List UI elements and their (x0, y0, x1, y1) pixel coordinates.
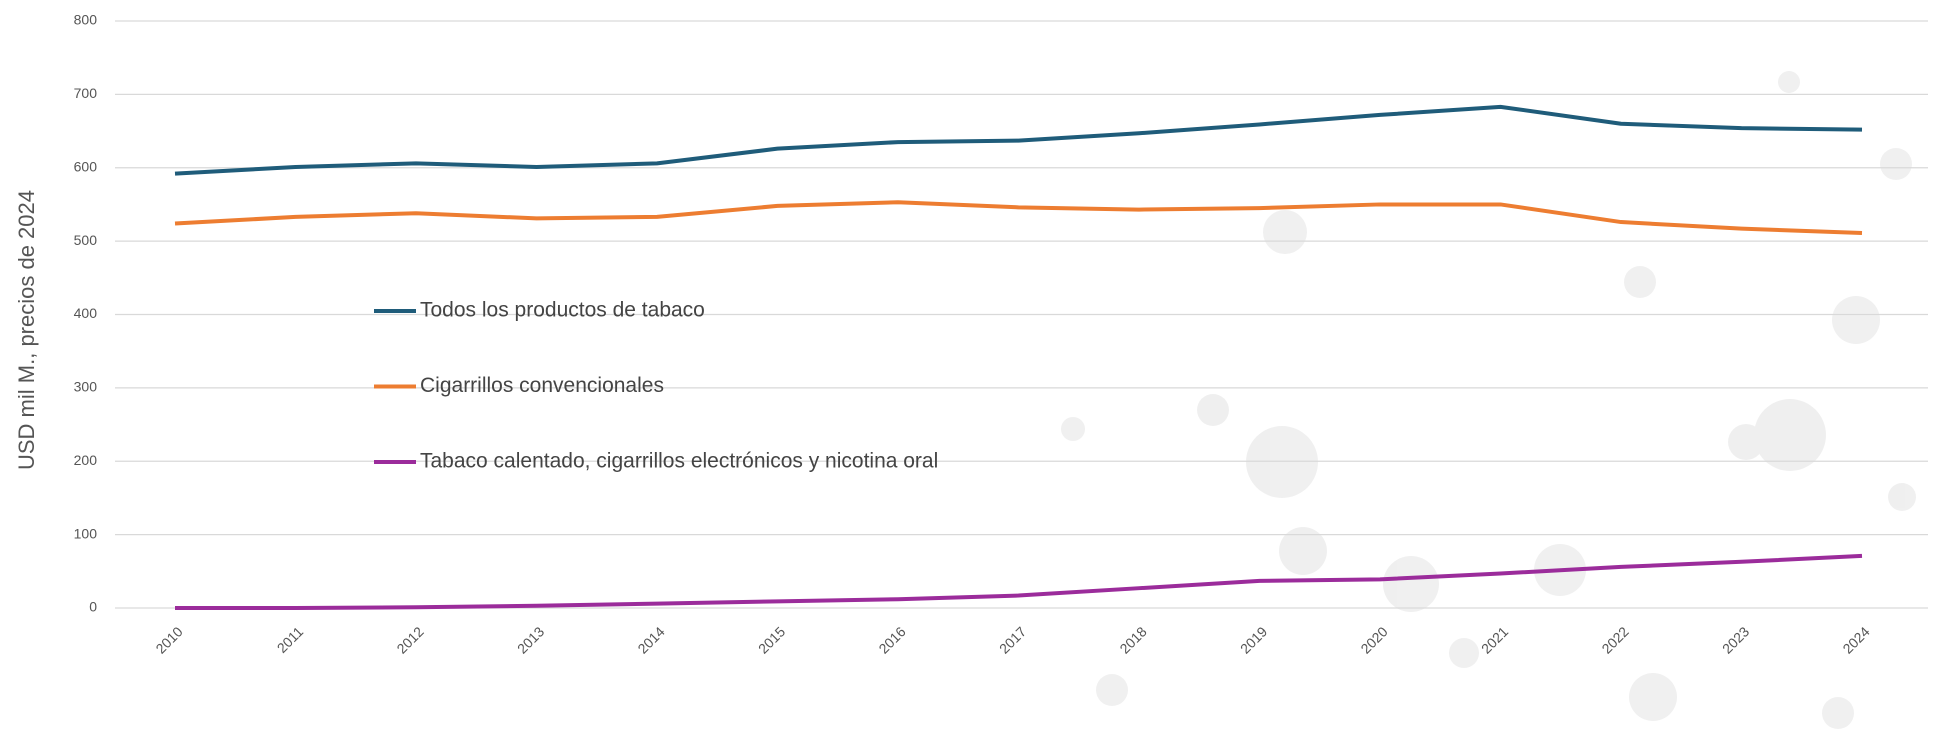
x-tick-label: 2023 (1719, 623, 1752, 656)
y-tick-label: 600 (74, 158, 98, 174)
x-tick-label: 2024 (1839, 623, 1872, 656)
x-tick-label: 2018 (1116, 623, 1149, 656)
x-tick-label: 2014 (634, 623, 667, 656)
y-tick-label: 700 (74, 85, 98, 101)
legend-label: Cigarrillos convencionales (420, 374, 664, 397)
x-tick-label: 2021 (1478, 623, 1511, 656)
x-tick-label: 2020 (1357, 623, 1390, 656)
y-tick-label: 800 (74, 12, 98, 28)
background-decoration (1061, 71, 1916, 729)
x-tick-label: 2017 (996, 623, 1029, 656)
line-series (175, 553, 1863, 610)
x-tick-label: 2016 (875, 623, 908, 656)
x-tick-label: 2013 (514, 623, 547, 656)
y-axis-title: USD mil M., precios de 2024 (14, 190, 39, 470)
y-tick-label: 200 (74, 452, 98, 468)
line-series (174, 104, 1863, 176)
y-tick-label: 100 (74, 525, 98, 541)
x-tick-label: 2022 (1598, 623, 1631, 656)
y-tick-label: 500 (74, 232, 98, 248)
y-tick-label: 0 (89, 599, 97, 615)
legend-label: Todos los productos de tabaco (420, 299, 705, 322)
line-series (174, 200, 1863, 236)
x-tick-label: 2012 (393, 623, 426, 656)
legend-label: Tabaco calentado, cigarrillos electrónic… (420, 450, 938, 473)
y-tick-label: 400 (74, 305, 98, 321)
x-tick-label: 2019 (1237, 623, 1270, 656)
y-tick-label: 300 (74, 379, 98, 395)
x-tick-label: 2011 (274, 623, 307, 656)
x-tick-label: 2010 (152, 623, 185, 656)
x-tick-label: 2015 (755, 623, 788, 656)
